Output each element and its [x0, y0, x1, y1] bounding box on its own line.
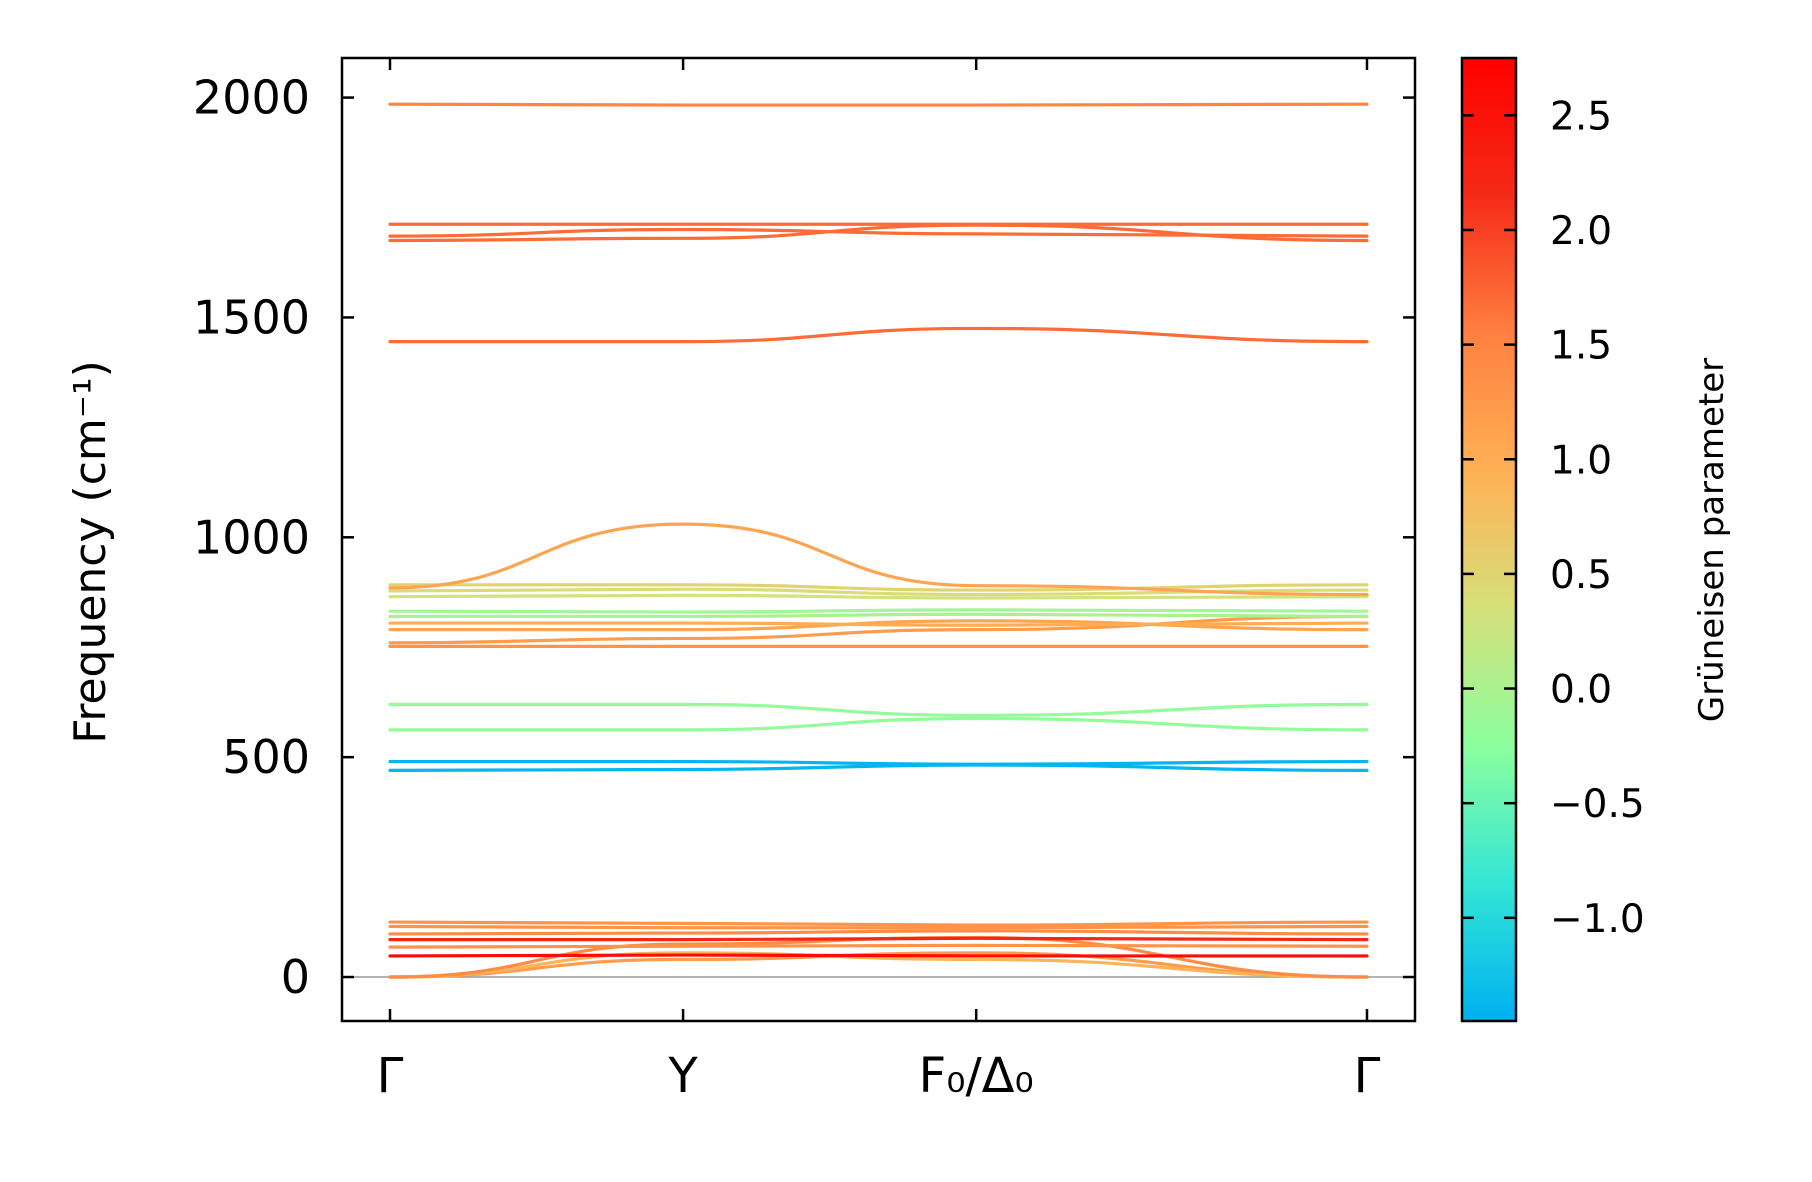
band-11	[388, 759, 1369, 766]
colorbar-ticks: −1.0 −0.5 0.0 0.5 1.0 1.5 2.0 2.5	[1462, 94, 1645, 942]
colorbar	[1460, 56, 1518, 1023]
band-12	[388, 716, 1369, 732]
band-28	[388, 102, 1369, 107]
ytick-label: 500	[222, 730, 310, 784]
xtick-label: F₀/Δ₀	[919, 1048, 1034, 1104]
band-18	[388, 612, 1369, 619]
band-19	[388, 608, 1369, 614]
colorbar-tick-label: 2.5	[1550, 94, 1612, 139]
colorbar-tick-label: 0.0	[1550, 668, 1612, 713]
ytick-label: 1000	[193, 510, 310, 564]
xtick-label: Γ	[377, 1048, 404, 1104]
band-5	[388, 943, 1369, 949]
band-6	[388, 936, 1369, 942]
colorbar-tick-label: 1.5	[1550, 324, 1612, 369]
band-9	[388, 920, 1369, 927]
x-axis-ticks: Γ Y F₀/Δ₀ Γ	[377, 58, 1381, 1104]
band-17	[388, 621, 1369, 627]
colorbar-label: Grüneisen parameter	[1692, 358, 1732, 722]
colorbar-tick-label: −0.5	[1550, 782, 1645, 827]
band-23	[388, 522, 1369, 597]
band-4	[388, 953, 1369, 958]
band-15	[388, 614, 1369, 645]
ytick-label: 2000	[193, 71, 310, 125]
colorbar-tick-label: 0.5	[1550, 553, 1612, 598]
colorbar-tick-label: −1.0	[1550, 897, 1645, 942]
band-10	[388, 763, 1369, 772]
y-axis-ticks: 0 500 1000 1500 2000	[193, 71, 1415, 1004]
ytick-label: 1500	[193, 290, 310, 344]
band-lines	[388, 102, 1369, 979]
colorbar-tick-label: 2.0	[1550, 209, 1612, 254]
band-20	[388, 593, 1369, 600]
ytick-label: 0	[281, 950, 310, 1004]
band-26	[388, 227, 1369, 238]
band-13	[388, 702, 1369, 717]
plot-frame	[340, 56, 1417, 1023]
band-24	[388, 326, 1369, 344]
y-axis-label: Frequency (cm⁻¹)	[65, 360, 116, 744]
xtick-label: Y	[667, 1048, 698, 1104]
band-22	[388, 583, 1369, 592]
band-7	[388, 929, 1369, 936]
xtick-label: Γ	[1354, 1048, 1381, 1104]
colorbar-tick-label: 1.0	[1550, 438, 1612, 483]
band-8	[388, 924, 1369, 930]
